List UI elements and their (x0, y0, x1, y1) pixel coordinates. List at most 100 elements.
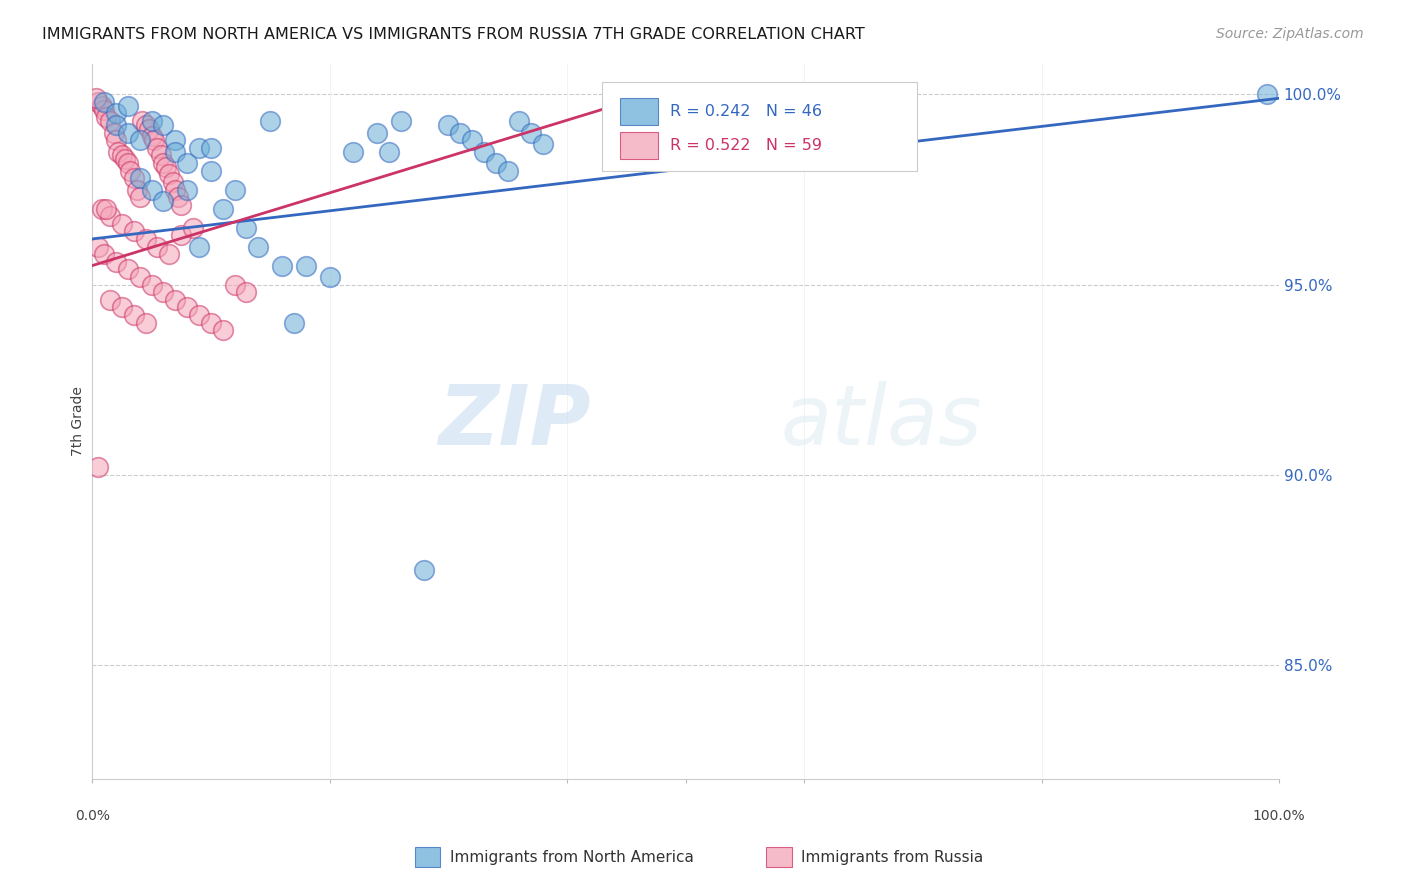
Text: 100.0%: 100.0% (1253, 809, 1305, 823)
Point (104, 118, 127, 132)
Point (141, 129, 163, 144)
Point (152, 285, 174, 300)
Point (437, 118, 460, 132)
Point (366, 126, 388, 140)
Point (122, 308, 145, 322)
Text: Source: ZipAtlas.com: Source: ZipAtlas.com (1216, 27, 1364, 41)
Text: Immigrants from Russia: Immigrants from Russia (801, 850, 984, 864)
Point (283, 316, 305, 330)
Point (461, 133, 484, 147)
Point (135, 118, 157, 132)
Point (413, 563, 436, 577)
Point (166, 190, 188, 204)
Point (146, 239, 169, 253)
Y-axis label: 7th Grade: 7th Grade (72, 386, 86, 457)
Point (128, 133, 150, 147)
Point (152, 194, 174, 208)
Point (1256, 87, 1278, 102)
FancyBboxPatch shape (620, 97, 658, 125)
Point (120, 163, 142, 178)
Point (117, 126, 139, 140)
Point (87, 239, 110, 253)
Point (188, 239, 211, 253)
Point (675, 136, 697, 151)
Point (90, 202, 112, 216)
Point (485, 156, 508, 170)
Point (150, 148, 173, 162)
Point (318, 270, 340, 285)
Point (235, 220, 257, 235)
Point (104, 133, 127, 147)
Point (138, 121, 160, 136)
Text: ZIP: ZIP (439, 381, 591, 462)
Point (96, 202, 118, 216)
Text: 0.0%: 0.0% (75, 809, 110, 823)
Text: R = 0.242   N = 46: R = 0.242 N = 46 (671, 103, 823, 119)
Point (107, 145, 129, 159)
Point (165, 133, 187, 147)
Point (87, 460, 110, 475)
Point (146, 141, 169, 155)
Text: IMMIGRANTS FROM NORTH AMERICA VS IMMIGRANTS FROM RUSSIA 7TH GRADE CORRELATION CH: IMMIGRANTS FROM NORTH AMERICA VS IMMIGRA… (42, 27, 865, 42)
Point (170, 228, 193, 243)
Point (122, 224, 145, 238)
Point (157, 247, 180, 261)
Point (170, 198, 193, 212)
Point (104, 106, 127, 120)
Point (496, 163, 519, 178)
Point (93, 247, 115, 261)
Point (162, 175, 184, 189)
Point (135, 232, 157, 246)
Point (141, 277, 163, 292)
Point (235, 285, 257, 300)
Point (87, 95, 110, 109)
Point (84, 91, 107, 105)
Point (176, 182, 198, 196)
Text: R = 0.522   N = 59: R = 0.522 N = 59 (671, 138, 823, 153)
Point (111, 217, 134, 231)
Point (157, 167, 180, 181)
Point (142, 133, 165, 147)
Point (342, 145, 364, 159)
Point (122, 171, 145, 186)
Point (294, 259, 316, 273)
Point (389, 114, 412, 128)
Point (165, 182, 187, 196)
Point (224, 277, 246, 292)
Point (111, 148, 134, 162)
Point (117, 262, 139, 277)
Point (104, 254, 127, 268)
Point (176, 156, 198, 170)
Point (131, 114, 153, 128)
Point (378, 145, 401, 159)
Text: atlas: atlas (780, 381, 983, 462)
Point (128, 171, 150, 186)
Point (188, 308, 211, 322)
Text: Immigrants from North America: Immigrants from North America (450, 850, 693, 864)
Point (697, 121, 720, 136)
Point (96, 110, 118, 124)
Point (135, 316, 157, 330)
Point (155, 160, 177, 174)
Point (472, 145, 495, 159)
Point (103, 126, 125, 140)
Point (98, 293, 121, 307)
Point (93, 103, 115, 117)
Point (141, 114, 163, 128)
Point (508, 114, 530, 128)
Point (176, 301, 198, 315)
Point (211, 202, 233, 216)
Point (141, 182, 163, 196)
Point (111, 301, 134, 315)
Point (181, 220, 204, 235)
Point (449, 126, 471, 140)
Point (165, 293, 187, 307)
Point (224, 182, 246, 196)
Point (259, 114, 281, 128)
Point (247, 239, 270, 253)
FancyBboxPatch shape (603, 82, 917, 171)
Point (531, 136, 554, 151)
Point (117, 156, 139, 170)
Point (93, 95, 115, 109)
Point (127, 182, 149, 196)
